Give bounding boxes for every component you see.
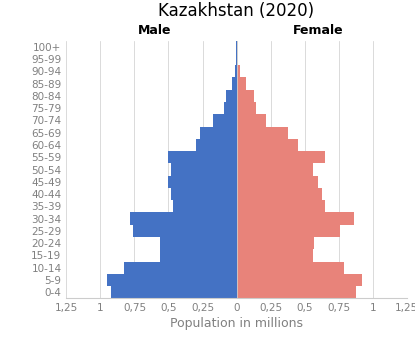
Bar [196, 139, 237, 151]
Bar [171, 163, 237, 176]
Bar [237, 225, 340, 237]
Bar [160, 237, 237, 249]
Bar [226, 90, 237, 102]
Bar [213, 114, 237, 126]
Bar [237, 213, 354, 225]
Bar [237, 139, 298, 151]
Bar [235, 65, 237, 78]
Bar [237, 78, 246, 90]
Bar [237, 249, 313, 261]
Bar [200, 126, 237, 139]
Bar [232, 78, 237, 90]
Bar [237, 176, 318, 188]
Bar [237, 261, 344, 274]
Bar [237, 188, 322, 200]
Bar [160, 249, 237, 261]
Bar [124, 261, 237, 274]
Bar [237, 274, 362, 286]
Bar [111, 286, 237, 298]
Bar [171, 188, 237, 200]
Bar [168, 176, 237, 188]
Bar [237, 151, 325, 163]
Bar [237, 286, 356, 298]
Bar [168, 151, 237, 163]
Bar [237, 200, 325, 213]
Bar [237, 90, 254, 102]
Text: Male: Male [138, 24, 172, 37]
Text: Female: Female [293, 24, 344, 37]
X-axis label: Population in millions: Population in millions [170, 317, 303, 330]
Bar [237, 102, 256, 114]
Bar [224, 102, 237, 114]
Bar [237, 163, 313, 176]
Bar [237, 65, 240, 78]
Bar [130, 213, 237, 225]
Title: Kazakhstan (2020): Kazakhstan (2020) [159, 2, 315, 20]
Bar [173, 200, 237, 213]
Bar [107, 274, 237, 286]
Bar [237, 126, 288, 139]
Bar [237, 237, 314, 249]
Bar [237, 114, 266, 126]
Bar [133, 225, 237, 237]
